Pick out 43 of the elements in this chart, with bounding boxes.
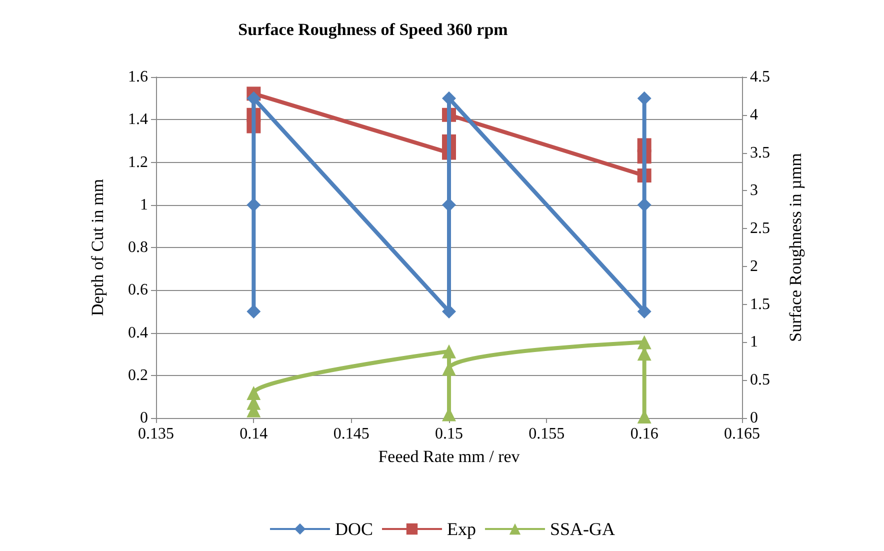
legend-label: SSA-GA [550,519,616,539]
x-tick-label: 0.14 [240,426,268,442]
x-tick-label: 0.135 [138,426,174,442]
x-tick-label: 0.16 [630,426,658,442]
y-tick-label: 1 [140,196,148,214]
y-tick-label: 1.4 [128,111,148,128]
point [246,198,261,212]
point [246,91,261,106]
x-tick-label: 0.145 [333,426,370,442]
y2-tick-label: 4 [750,106,758,124]
y2-tick-label: 2 [750,258,758,275]
x-axis-title: Feeed Rate mm / rev [378,447,520,466]
y2-tick-label: 4.5 [750,68,770,86]
legend-label: Exp [447,519,476,539]
y2-tick-label: 1 [750,334,758,351]
point [246,304,261,318]
y2-tick-label: 2.5 [750,220,770,238]
y-tick-label: 0.2 [128,366,148,384]
y-tick-label: 0.6 [128,282,148,299]
y2-tick-label: 0.5 [750,372,770,389]
point [637,304,652,318]
y-tick-label: 0.4 [128,324,148,342]
point [246,386,261,400]
y-tick-label: 0.8 [128,239,148,256]
y-tick-label: 0 [140,410,148,426]
y2-tick-label: 3 [750,182,758,200]
y2-axis-title: Surface Roughness in µmm [786,153,805,342]
point [637,335,652,350]
chart-title: Surface Roughness of Speed 360 rpm [238,20,508,39]
y-axis-title: Depth of Cut in mm [88,179,107,316]
x-tick-label: 0.15 [435,426,463,442]
point [442,344,456,358]
point [442,91,456,106]
y2-tick-label: 3.5 [750,144,770,162]
y-tick-label: 1.6 [128,68,148,86]
y-tick-label: 1.2 [128,154,148,171]
point [637,91,652,106]
point [637,198,652,212]
y2-tick-label: 0 [750,410,758,426]
y2-tick-label: 1.5 [750,296,770,313]
legend-label: DOC [334,519,374,539]
x-tick-label: 0.155 [528,426,565,442]
x-tick-label: 0.165 [724,426,760,442]
